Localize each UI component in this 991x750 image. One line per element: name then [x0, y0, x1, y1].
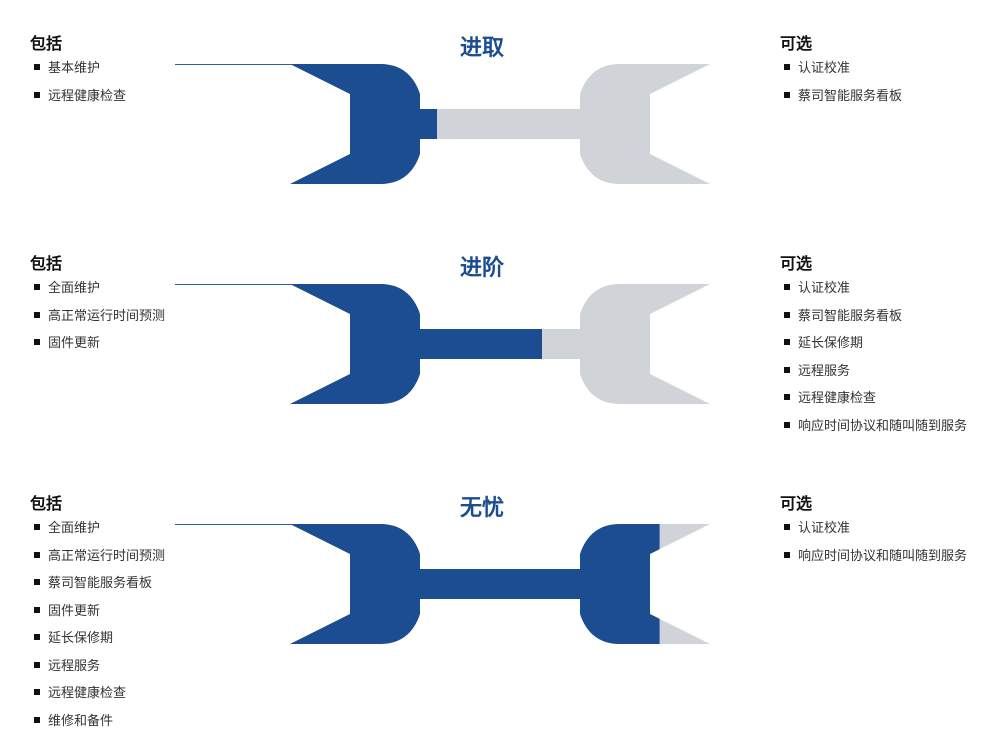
optional-item: 响应时间协议和随叫随到服务	[784, 416, 967, 436]
included-item: 固件更新	[34, 333, 165, 353]
optional-list-advanced: 认证校准蔡司智能服务看板延长保修期远程服务远程健康检查响应时间协议和随叫随到服务	[784, 278, 967, 443]
wrench-icon-advanced	[290, 284, 710, 409]
infographic-canvas: 进取包括可选基本维护远程健康检查认证校准蔡司智能服务看板进阶包括可选全面维护高正…	[0, 0, 991, 750]
tier-title-worryfree: 无忧	[460, 490, 504, 522]
optional-list-worryfree: 认证校准响应时间协议和随叫随到服务	[784, 518, 967, 573]
optional-item: 响应时间协议和随叫随到服务	[784, 546, 967, 566]
optional-item: 蔡司智能服务看板	[784, 306, 967, 326]
included-item: 远程健康检查	[34, 683, 165, 703]
included-item: 固件更新	[34, 601, 165, 621]
included-list-enterprising: 基本维护远程健康检查	[34, 58, 126, 113]
included-item: 全面维护	[34, 278, 165, 298]
included-list-worryfree: 全面维护高正常运行时间预测蔡司智能服务看板固件更新延长保修期远程服务远程健康检查…	[34, 518, 165, 738]
included-item: 延长保修期	[34, 628, 165, 648]
included-item: 蔡司智能服务看板	[34, 573, 165, 593]
tier-title-advanced: 进阶	[460, 250, 504, 282]
optional-item: 认证校准	[784, 278, 967, 298]
optional-title-advanced: 可选	[780, 250, 812, 274]
optional-item: 认证校准	[784, 58, 902, 78]
optional-item: 远程健康检查	[784, 388, 967, 408]
optional-title-enterprising: 可选	[780, 30, 812, 54]
included-item: 高正常运行时间预测	[34, 546, 165, 566]
included-item: 远程服务	[34, 656, 165, 676]
optional-item: 认证校准	[784, 518, 967, 538]
optional-list-enterprising: 认证校准蔡司智能服务看板	[784, 58, 902, 113]
included-item: 高正常运行时间预测	[34, 306, 165, 326]
included-title-advanced: 包括	[30, 250, 62, 274]
included-title-worryfree: 包括	[30, 490, 62, 514]
included-item: 基本维护	[34, 58, 126, 78]
optional-title-worryfree: 可选	[780, 490, 812, 514]
included-item: 远程健康检查	[34, 86, 126, 106]
included-list-advanced: 全面维护高正常运行时间预测固件更新	[34, 278, 165, 361]
included-item: 维修和备件	[34, 711, 165, 731]
included-item: 全面维护	[34, 518, 165, 538]
optional-item: 远程服务	[784, 361, 967, 381]
optional-item: 延长保修期	[784, 333, 967, 353]
optional-item: 蔡司智能服务看板	[784, 86, 902, 106]
wrench-icon-worryfree	[290, 524, 710, 649]
wrench-icon-enterprising	[290, 64, 710, 189]
tier-title-enterprising: 进取	[460, 30, 504, 62]
included-title-enterprising: 包括	[30, 30, 62, 54]
